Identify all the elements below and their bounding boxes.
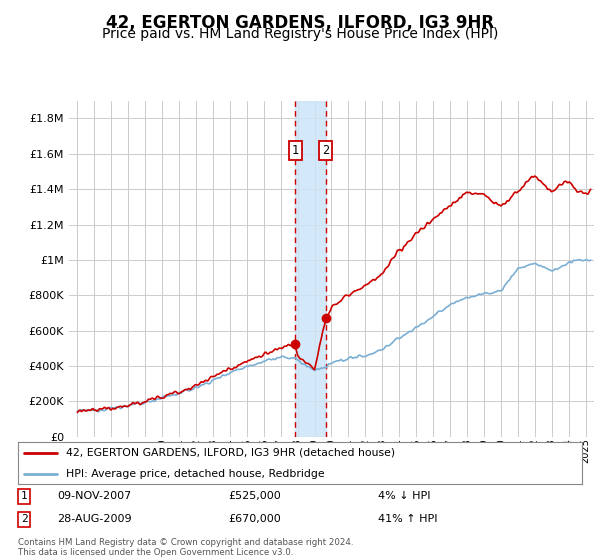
Text: 09-NOV-2007: 09-NOV-2007 (57, 491, 131, 501)
Text: Price paid vs. HM Land Registry's House Price Index (HPI): Price paid vs. HM Land Registry's House … (102, 27, 498, 41)
Text: 41% ↑ HPI: 41% ↑ HPI (378, 514, 437, 524)
Text: 2: 2 (322, 144, 329, 157)
Text: 1: 1 (292, 144, 299, 157)
Text: 42, EGERTON GARDENS, ILFORD, IG3 9HR (detached house): 42, EGERTON GARDENS, ILFORD, IG3 9HR (de… (66, 448, 395, 458)
Text: 2: 2 (20, 514, 28, 524)
Bar (295, 101, 326, 437)
Text: Contains HM Land Registry data © Crown copyright and database right 2024.
This d: Contains HM Land Registry data © Crown c… (18, 538, 353, 557)
Text: 42, EGERTON GARDENS, ILFORD, IG3 9HR: 42, EGERTON GARDENS, ILFORD, IG3 9HR (106, 14, 494, 32)
Text: 4% ↓ HPI: 4% ↓ HPI (378, 491, 431, 501)
Text: £525,000: £525,000 (228, 491, 281, 501)
Text: 1: 1 (20, 491, 28, 501)
Text: 28-AUG-2009: 28-AUG-2009 (57, 514, 131, 524)
Text: £670,000: £670,000 (228, 514, 281, 524)
Text: HPI: Average price, detached house, Redbridge: HPI: Average price, detached house, Redb… (66, 469, 325, 479)
